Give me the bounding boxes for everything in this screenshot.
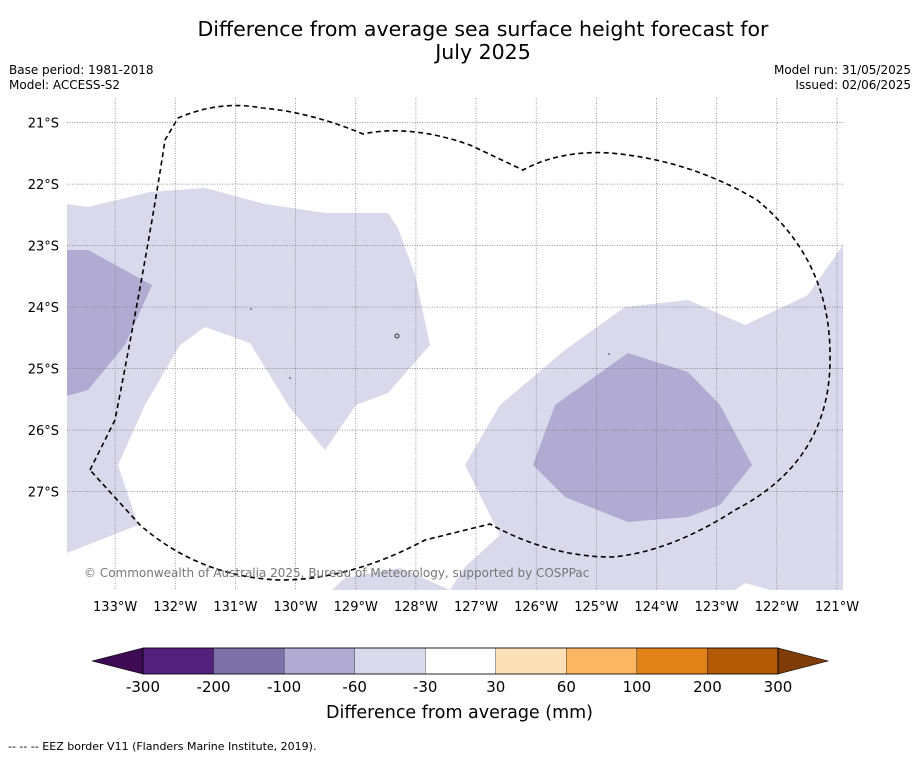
colorbar-extend-min — [91, 647, 144, 675]
colorbar-tick-label: -300 — [126, 678, 160, 696]
title-line-2: July 2025 — [435, 40, 531, 64]
colorbar-segment — [425, 647, 496, 675]
lon-tick-label: 130°W — [274, 600, 318, 615]
latitude-labels: 21°S 22°S 23°S 24°S 25°S 26°S 27°S — [28, 117, 59, 501]
lon-tick-label: 131°W — [213, 600, 257, 615]
lon-tick-label: 121°W — [815, 600, 859, 615]
lon-tick-label: 132°W — [153, 600, 197, 615]
colorbar-tick-label: -100 — [267, 678, 301, 696]
lon-tick-label: 126°W — [514, 600, 558, 615]
model-name: Model: ACCESS-S2 — [9, 78, 121, 92]
lon-tick-label: 128°W — [394, 600, 438, 615]
eez-border — [89, 104, 831, 581]
lon-tick-label: 127°W — [454, 600, 498, 615]
colorbar-segment — [707, 647, 779, 675]
colorbar-tick-label: -30 — [413, 678, 438, 696]
colorbar-outline — [142, 647, 779, 675]
title-line-1: Difference from average sea surface heig… — [197, 17, 769, 41]
colorbar-segment — [283, 647, 355, 675]
lon-tick-label: 129°W — [334, 600, 378, 615]
anomaly-shading-medium — [67, 250, 752, 522]
colorbar-tick-label: -60 — [342, 678, 367, 696]
issued-date: Issued: 02/06/2025 — [795, 78, 911, 92]
colorbar-segment — [636, 647, 708, 675]
base-period: Base period: 1981-2018 — [9, 63, 154, 77]
lon-tick-label: 125°W — [574, 600, 618, 615]
colorbar-tick-label: 30 — [486, 678, 505, 696]
lon-tick-label: 122°W — [755, 600, 799, 615]
shading-core-east — [533, 353, 752, 522]
colorbar-segment — [142, 647, 214, 675]
chart-title: Difference from average sea surface heig… — [150, 18, 816, 64]
copyright-text: © Commonwealth of Australia 2025, Bureau… — [84, 566, 589, 580]
colorbar-tick-label: 60 — [557, 678, 576, 696]
colorbar-label: Difference from average (mm) — [325, 703, 594, 723]
lat-tick-label: 23°S — [28, 240, 59, 255]
model-run: Model run: 31/05/2025 — [773, 63, 911, 77]
colorbar-segment — [495, 647, 567, 675]
lon-tick-label: 133°W — [93, 600, 137, 615]
colorbar: -300 -200 -100 -60 -30 30 60 100 200 300 — [91, 647, 830, 696]
colorbar-segment — [354, 647, 426, 675]
longitude-labels: 133°W 132°W 131°W 130°W 129°W 128°W 127°W 126°W… — [93, 600, 859, 615]
colorbar-segment — [566, 647, 638, 675]
colorbar-extend-max — [777, 647, 830, 675]
lon-tick-label: 123°W — [695, 600, 739, 615]
colorbar-segment — [213, 647, 285, 675]
colorbar-tick-label: -200 — [197, 678, 231, 696]
shading-region-west — [67, 188, 430, 553]
lon-tick-label: 124°W — [634, 600, 678, 615]
colorbar-tick-label: 100 — [623, 678, 652, 696]
shading-region-south — [332, 568, 450, 590]
lat-tick-label: 22°S — [28, 178, 59, 193]
lat-tick-label: 25°S — [28, 363, 59, 378]
lat-tick-label: 21°S — [28, 117, 59, 132]
colorbar-tick-label: 300 — [764, 678, 793, 696]
lat-tick-label: 26°S — [28, 424, 59, 439]
eez-legend-footnote: -- -- -- EEZ border V11 (Flanders Marine… — [8, 740, 317, 753]
contour-artefacts — [250, 308, 610, 379]
lat-tick-label: 27°S — [28, 486, 59, 501]
metadata-left: Base period: 1981-2018 Model: ACCESS-S2 — [9, 63, 154, 93]
metadata-right: Model run: 31/05/2025 Issued: 02/06/2025 — [774, 63, 911, 93]
lat-tick-label: 24°S — [28, 301, 59, 316]
map-gridlines — [67, 98, 843, 590]
shading-core-west — [67, 250, 152, 396]
colorbar-tick-label: 200 — [693, 678, 722, 696]
